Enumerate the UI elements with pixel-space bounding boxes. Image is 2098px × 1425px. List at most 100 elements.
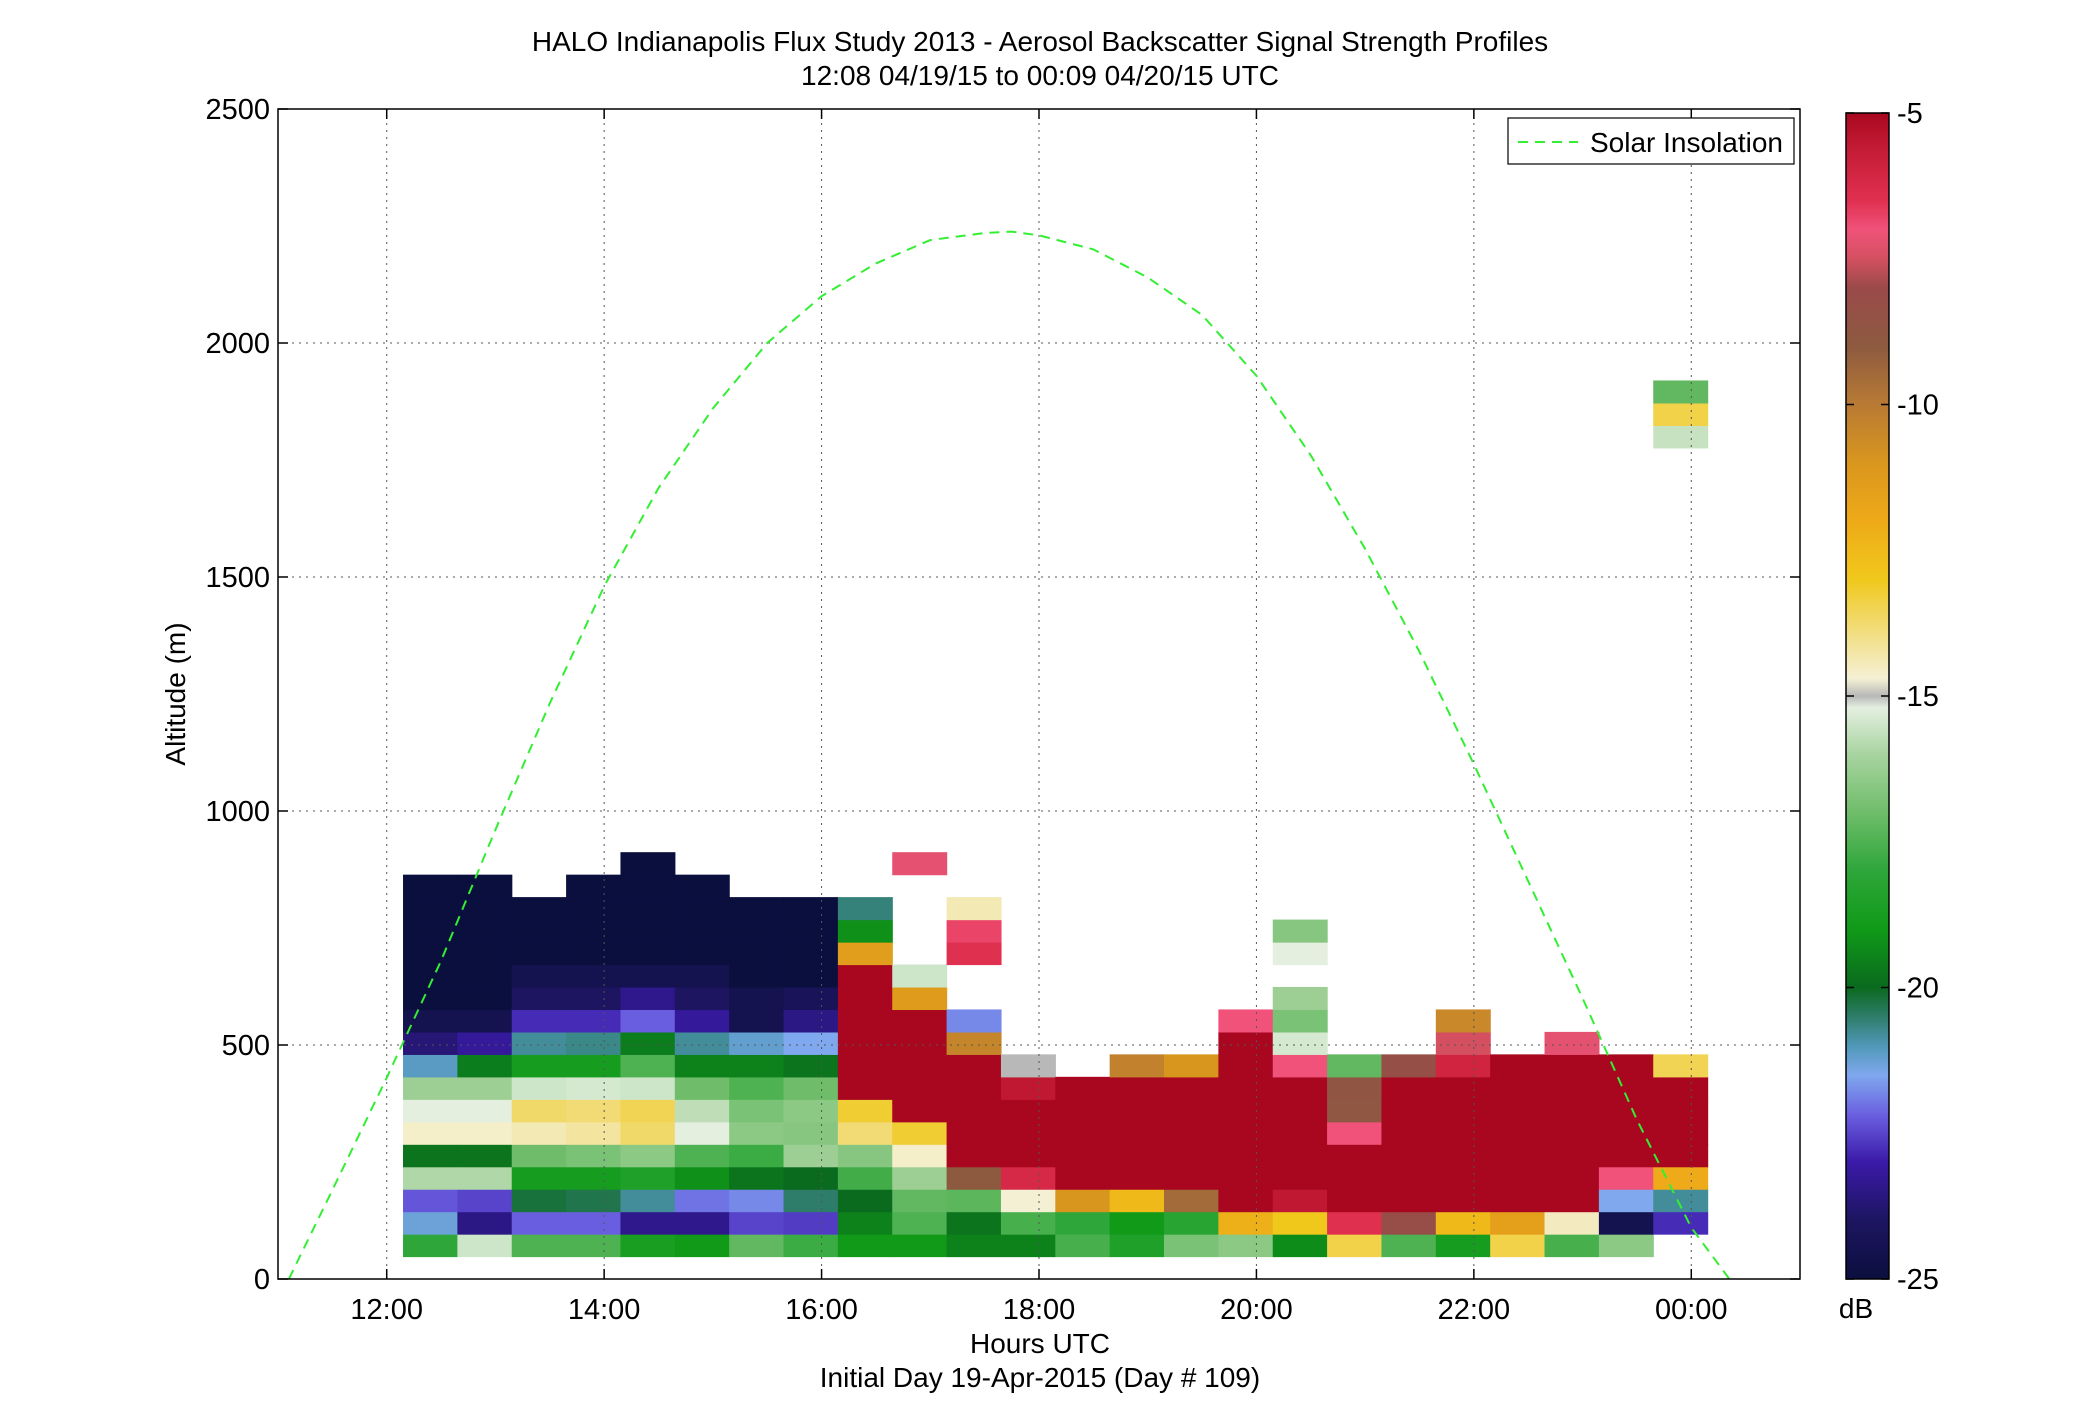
heatmap-cell — [1218, 1234, 1274, 1258]
heatmap-cell — [620, 942, 676, 966]
heatmap-cell — [566, 1099, 622, 1123]
heatmap-cell — [946, 1099, 1002, 1123]
heatmap-cell — [620, 1166, 676, 1190]
y-axis-label: Altitude (m) — [160, 622, 191, 765]
heatmap-cell — [457, 1054, 513, 1078]
heatmap-cell — [1109, 1234, 1165, 1258]
heatmap-cell — [674, 1189, 730, 1213]
heatmap-cell — [457, 1121, 513, 1145]
x-axis-label: Hours UTC — [970, 1328, 1110, 1359]
heatmap-cell — [837, 919, 893, 943]
heatmap-cell — [1653, 425, 1709, 449]
heatmap-cell — [1327, 1076, 1383, 1100]
heatmap-cell — [674, 964, 730, 988]
heatmap-cell — [674, 874, 730, 898]
heatmap-cell — [403, 1031, 458, 1055]
heatmap-cell — [1598, 1099, 1654, 1123]
heatmap-cell — [1218, 1031, 1274, 1055]
heatmap-cell — [729, 1121, 785, 1145]
heatmap-cell — [674, 1144, 730, 1168]
heatmap-cell — [1000, 1234, 1056, 1258]
heatmap-cell — [1109, 1144, 1165, 1168]
heatmap-cell — [729, 986, 785, 1011]
y-tick-label: 0 — [254, 1264, 270, 1296]
heatmap-cell — [1653, 380, 1709, 404]
heatmap-cell — [1381, 1099, 1437, 1123]
heatmap-cell — [783, 1144, 839, 1168]
heatmap-cell — [837, 1054, 893, 1078]
heatmap-cell — [1218, 1054, 1274, 1078]
heatmap-cell — [511, 942, 567, 966]
heatmap-cell — [783, 1189, 839, 1213]
heatmap-cell — [783, 919, 839, 943]
heatmap-cell — [1435, 1031, 1491, 1055]
heatmap-cell — [1435, 1234, 1491, 1258]
heatmap-cell — [1490, 1054, 1546, 1078]
heatmap-cell — [674, 897, 730, 921]
heatmap-cell — [729, 1144, 785, 1168]
heatmap-cell — [946, 1009, 1002, 1033]
heatmap-cell — [620, 852, 676, 876]
heatmap-cell — [892, 1121, 948, 1145]
heatmap-cell — [892, 852, 948, 876]
heatmap-cell — [892, 1144, 948, 1168]
heatmap-cell — [1327, 1211, 1383, 1235]
heatmap-cell — [457, 986, 513, 1011]
heatmap-cell — [1653, 1054, 1709, 1078]
heatmap-cell — [457, 1009, 513, 1033]
heatmap-cell — [1490, 1121, 1546, 1145]
heatmap-cell — [620, 919, 676, 943]
heatmap-cell — [729, 897, 785, 921]
heatmap-cell — [783, 964, 839, 988]
heatmap-cell — [1653, 1211, 1709, 1235]
heatmap-cell — [1598, 1054, 1654, 1078]
heatmap-cell — [837, 1144, 893, 1168]
heatmap-cell — [511, 1031, 567, 1055]
heatmap-cell — [403, 1099, 458, 1123]
heatmap-cell — [674, 1009, 730, 1033]
heatmap-cell — [566, 1166, 622, 1190]
heatmap-cell — [566, 1121, 622, 1145]
solar-insolation-line — [287, 230, 1731, 1280]
heatmap-cell — [511, 1166, 567, 1190]
heatmap-cell — [1490, 1189, 1546, 1213]
heatmap-cell — [1000, 1099, 1056, 1123]
heatmap-cell — [1544, 1211, 1600, 1235]
heatmap-cell — [946, 1076, 1002, 1100]
heatmap-cell — [1055, 1099, 1111, 1123]
heatmap-cell — [1435, 1144, 1491, 1168]
heatmap-cell — [620, 897, 676, 921]
heatmap-cell — [729, 1234, 785, 1258]
heatmap-cell — [1272, 1009, 1328, 1033]
colorbar-tick-label: -15 — [1897, 681, 1939, 713]
heatmap-cell — [403, 1076, 458, 1100]
heatmap-cell — [1653, 1144, 1709, 1168]
x-tick-label: 12:00 — [350, 1294, 423, 1326]
heatmap-cell — [403, 986, 458, 1011]
heatmap-cell — [1272, 986, 1328, 1011]
heatmap-cell — [1435, 1076, 1491, 1100]
heatmap-cell — [1272, 1166, 1328, 1190]
heatmap-cell — [1490, 1076, 1546, 1100]
heatmap-cell — [1598, 1234, 1654, 1258]
heatmap-cell — [620, 1099, 676, 1123]
heatmap-cell — [1490, 1099, 1546, 1123]
heatmap-cell — [729, 964, 785, 988]
heatmap-cell — [511, 1234, 567, 1258]
heatmap-cell — [837, 1234, 893, 1258]
heatmap-cell — [1435, 1166, 1491, 1190]
heatmap-cell — [1327, 1121, 1383, 1145]
heatmap-cell — [1164, 1234, 1219, 1258]
heatmap-cell — [620, 1054, 676, 1078]
heatmap-cell — [1653, 1076, 1709, 1100]
heatmap-cell — [1164, 1211, 1219, 1235]
heatmap-cell — [403, 1234, 458, 1258]
heatmap-cell — [674, 1211, 730, 1235]
heatmap-cell — [729, 1054, 785, 1078]
heatmap-cell — [457, 1076, 513, 1100]
heatmap-cell — [892, 1031, 948, 1055]
heatmap-cell — [1598, 1211, 1654, 1235]
heatmap-cell — [1544, 1166, 1600, 1190]
heatmap-cell — [1544, 1031, 1600, 1055]
